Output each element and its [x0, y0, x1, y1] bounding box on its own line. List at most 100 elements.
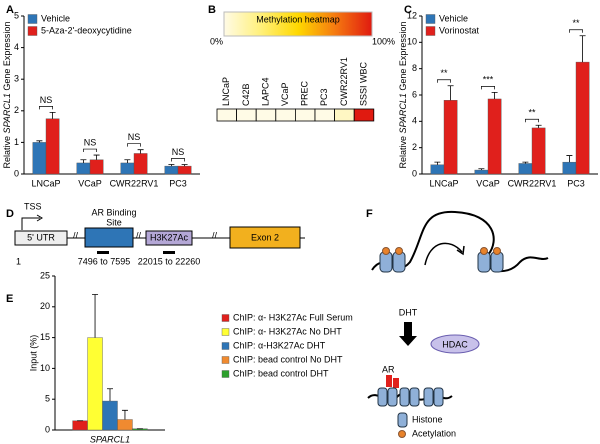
legend-label: ChIP: α- H3K27Ac No DHT: [233, 326, 342, 336]
legend-label: ChIP: α- H3K27Ac Full Serum: [233, 312, 353, 322]
significance-bracket: [569, 29, 583, 33]
hdac-label: HDAC: [442, 339, 468, 349]
y-tick-label: 1: [14, 137, 19, 147]
histone: [423, 387, 434, 407]
annotation: NS: [128, 132, 141, 142]
chromatin: [371, 210, 549, 273]
legend-swatch: [221, 342, 230, 350]
legend-label: Acetylation: [412, 428, 456, 438]
sample-label: C42B: [241, 83, 251, 106]
error-bar: [181, 164, 188, 167]
y-tick-label: 0: [412, 168, 417, 178]
legend-histone: [397, 412, 408, 428]
x-tick-label: VCaP: [78, 178, 102, 188]
acetyl: [480, 247, 488, 255]
legend-label: Vorinostat: [439, 25, 480, 35]
scale-max: 100%: [372, 36, 395, 46]
bar: [531, 127, 546, 175]
x-tick-label: CWR22RV1: [110, 178, 159, 188]
bar: [45, 118, 60, 175]
sample-label: LNCaP: [221, 77, 231, 106]
legend-swatch: [27, 14, 38, 24]
y-tick-label: 6: [412, 89, 417, 99]
scale-min: 0%: [210, 36, 223, 46]
error-bar: [579, 35, 586, 63]
ar-site-box: [84, 227, 134, 248]
heatmap-cell: [353, 108, 375, 122]
bar: [120, 162, 135, 175]
amplicon: [163, 251, 175, 254]
bar: [474, 169, 489, 175]
legend-swatch: [221, 314, 230, 322]
legend-swatch: [221, 356, 230, 364]
annotation: NS: [40, 95, 53, 105]
transcription-arrow: [424, 242, 463, 266]
annotation: ***: [483, 75, 494, 85]
bar: [72, 420, 88, 431]
y-tick-label: 0: [45, 424, 50, 434]
h3k27ac-box: [145, 230, 193, 246]
acetyl: [395, 247, 403, 255]
bar: [89, 159, 104, 175]
heatmap-cell: [314, 108, 336, 122]
bar: [133, 153, 148, 175]
y-label-part: SPARCL1: [2, 93, 12, 133]
x-tick-label: LNCaP: [31, 178, 60, 188]
bar: [76, 162, 91, 175]
ar-site-label: Site: [106, 217, 122, 227]
error-bar: [93, 154, 100, 160]
x-tick-label: CWR22RV1: [508, 178, 557, 188]
heatmap-title: Methylation heatmap: [256, 14, 340, 24]
ar-site-label: AR Binding: [91, 207, 136, 217]
error-bar: [478, 168, 485, 171]
histone: [433, 387, 444, 407]
error-bar: [137, 149, 144, 154]
legend-swatch: [425, 14, 436, 24]
significance-bracket: [481, 86, 495, 90]
acetyl: [382, 247, 390, 255]
significance-bracket: [127, 143, 141, 147]
tss-arrow-head: [36, 214, 43, 222]
annotation: **: [572, 18, 580, 28]
hdac: [430, 334, 480, 354]
x-tick-label: PC3: [169, 178, 187, 188]
sample-label: VCaP: [280, 82, 290, 106]
bar: [177, 165, 192, 175]
legend-label: ChIP: bead control DHT: [233, 368, 329, 378]
panel-label: B: [208, 4, 216, 16]
bar: [32, 142, 47, 175]
ar-range: 7496 to 7595: [78, 256, 131, 266]
break-mark: //: [212, 230, 218, 240]
legend-swatch: [27, 26, 38, 36]
bar: [518, 163, 533, 175]
y-tick-label: 4: [412, 116, 417, 126]
tss-arrow: [21, 217, 40, 230]
histone: [377, 387, 388, 407]
down-arrow: [399, 322, 417, 346]
y-tick-label: 4: [14, 42, 19, 52]
exon-label: Exon 2: [251, 232, 279, 242]
heatmap-cell: [236, 108, 257, 122]
y-tick-label: 3: [14, 74, 19, 84]
sample-label: PC3: [319, 88, 329, 106]
histone-group: [379, 247, 504, 273]
error-bar: [80, 159, 87, 163]
annotation: **: [528, 108, 536, 118]
histone: [387, 387, 398, 407]
x-tick-label: VCaP: [476, 178, 500, 188]
error-bar: [121, 409, 128, 420]
utr-box: [14, 230, 68, 246]
heatmap-cell: [294, 108, 316, 122]
panel-b: B Methylation heatmap 0% 100%: [208, 4, 395, 46]
annotation: NS: [84, 137, 97, 147]
y-axis-label: Relative SPARCL1 Gene Expression: [2, 22, 12, 169]
significance-bracket: [83, 148, 97, 153]
error-bar: [124, 159, 131, 163]
x-tick-label: LNCaP: [429, 178, 458, 188]
bar: [575, 61, 590, 175]
transcription-arrow-head: [456, 245, 465, 256]
panel-label: C: [404, 4, 412, 16]
h3k27ac-label: H3K27Ac: [150, 232, 189, 242]
bar: [443, 100, 458, 175]
error-bar: [168, 164, 175, 167]
